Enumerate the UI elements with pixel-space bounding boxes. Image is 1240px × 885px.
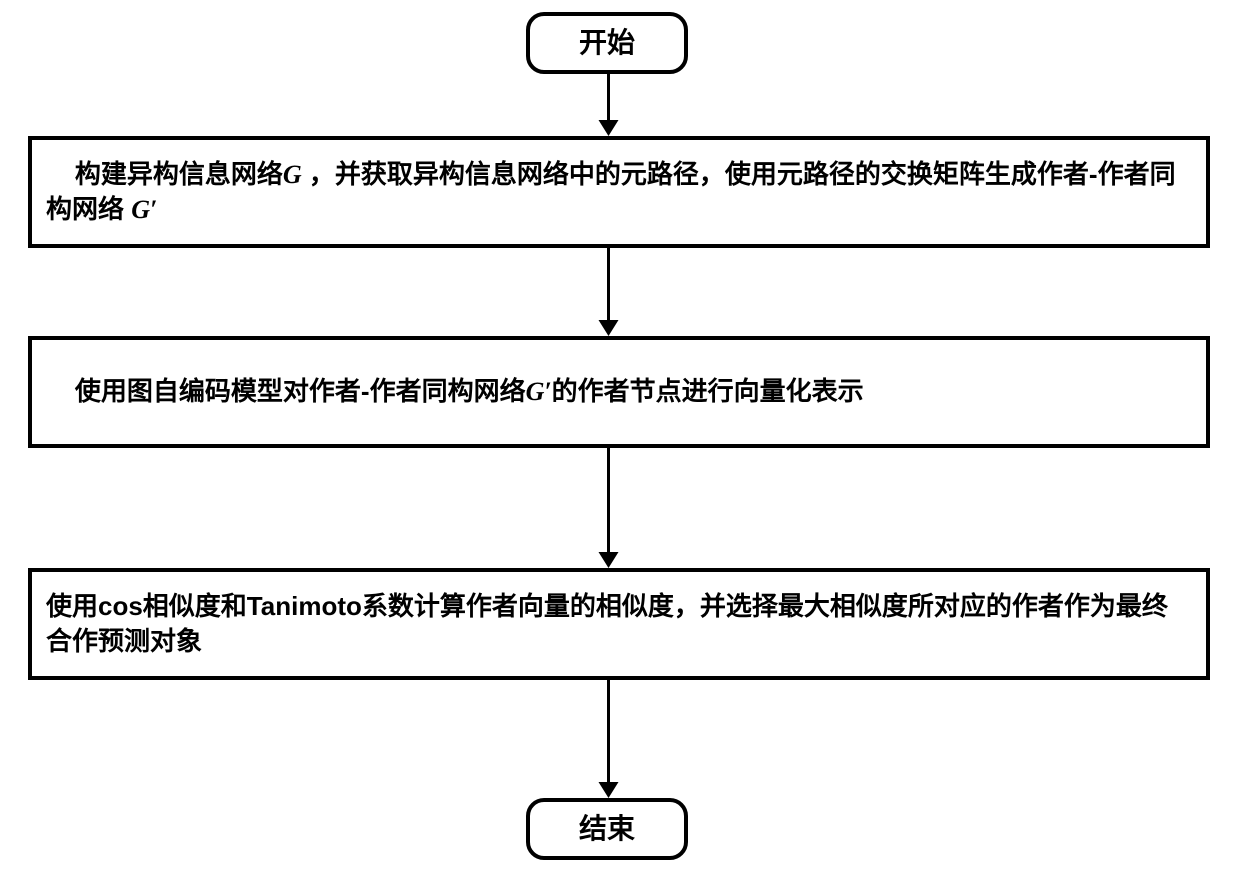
seg-italic: G xyxy=(283,160,302,189)
arrow-4-line xyxy=(607,680,610,782)
flow-end-label: 结束 xyxy=(579,810,635,848)
flow-step-2: 使用图自编码模型对作者-作者同构网络G′的作者节点进行向量化表示 xyxy=(28,336,1210,448)
flow-step-3: 使用cos相似度和Tanimoto系数计算作者向量的相似度，并选择最大相似度所对… xyxy=(28,568,1210,680)
arrow-3-line xyxy=(607,448,610,552)
arrow-1-line xyxy=(607,74,610,120)
seg: 的作者节点进行向量化表示 xyxy=(552,376,864,406)
flow-step-2-text: 使用图自编码模型对作者-作者同构网络G′的作者节点进行向量化表示 xyxy=(46,339,864,444)
seg: 使用图自编码模型对作者-作者同构网络 xyxy=(75,376,526,406)
seg: 构建异构信息网络 xyxy=(75,159,283,189)
flow-step-1-text: 构建异构信息网络G ，并获取异构信息网络中的元路径，使用元路径的交换矩阵生成作者… xyxy=(46,122,1192,262)
seg-italic: G′ xyxy=(131,195,157,224)
flow-step-3-text: 使用cos相似度和Tanimoto系数计算作者向量的相似度，并选择最大相似度所对… xyxy=(46,589,1192,659)
flow-step-1: 构建异构信息网络G ，并获取异构信息网络中的元路径，使用元路径的交换矩阵生成作者… xyxy=(28,136,1210,248)
arrow-3-head xyxy=(599,552,619,568)
seg-italic: G′ xyxy=(526,377,552,406)
arrow-2-line xyxy=(607,248,610,320)
flow-start-label: 开始 xyxy=(579,24,635,62)
flow-start: 开始 xyxy=(526,12,688,74)
arrow-2-head xyxy=(599,320,619,336)
arrow-4-head xyxy=(599,782,619,798)
flow-end: 结束 xyxy=(526,798,688,860)
